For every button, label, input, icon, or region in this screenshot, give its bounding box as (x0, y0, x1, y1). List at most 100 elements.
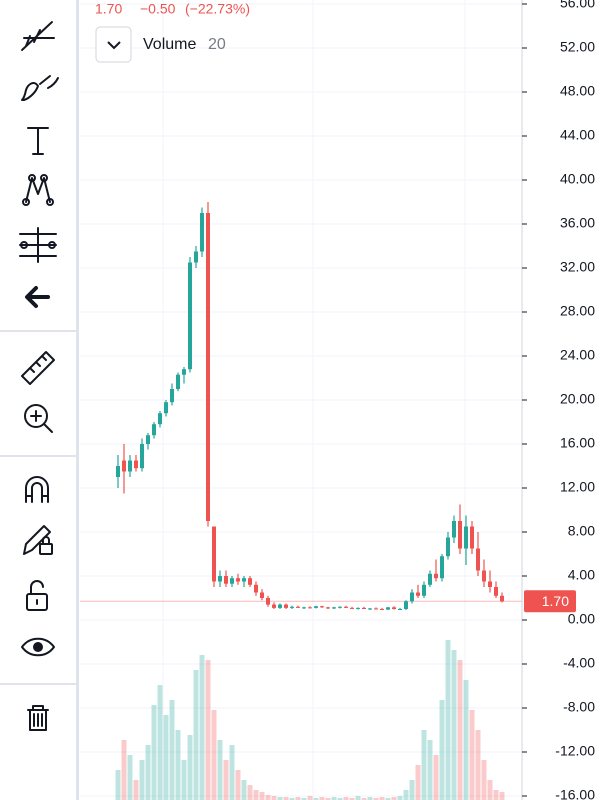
volume-bar (379, 797, 385, 800)
candle-body (284, 604, 288, 608)
y-tick-label: -12.00 (555, 743, 595, 759)
back-arrow[interactable] (25, 286, 50, 308)
y-tick-label: 28.00 (560, 303, 595, 319)
y-tick-label: 56.00 (560, 0, 595, 11)
volume-bar (355, 796, 361, 800)
candle-body (410, 592, 414, 602)
candle-body (440, 556, 444, 579)
y-tick-label: 16.00 (560, 435, 595, 451)
indicator-name: Volume (143, 36, 196, 53)
candle-body (368, 608, 372, 610)
candle-body (176, 374, 180, 389)
candle-body (362, 607, 366, 609)
volume-bar (151, 705, 157, 800)
candle-body (212, 526, 216, 582)
candle-body (350, 607, 354, 609)
volume-bar (415, 765, 421, 800)
candle-body (296, 606, 300, 608)
volume-bar (337, 798, 343, 800)
volume-bar (493, 790, 499, 800)
trend-line-tool[interactable] (21, 21, 55, 51)
legend-toggle[interactable] (95, 26, 132, 63)
volume-bar (235, 770, 241, 800)
volume-bar (433, 755, 439, 800)
zoom-tool[interactable] (24, 404, 53, 433)
y-tick-label: 48.00 (560, 83, 595, 99)
y-tick-label: -8.00 (563, 699, 595, 715)
volume-bar (169, 700, 175, 800)
visibility-tool[interactable] (21, 637, 55, 657)
volume-bar (319, 797, 325, 800)
volume-bar (463, 680, 469, 800)
volume-bar (175, 730, 181, 800)
candle-body (236, 578, 240, 582)
y-tick-label: 12.00 (560, 479, 595, 495)
volume-bar (367, 797, 373, 800)
text-tool[interactable] (27, 127, 49, 155)
last-price-tag (524, 590, 576, 613)
candle-body (434, 573, 438, 579)
volume-bar (427, 740, 433, 800)
candle-body (224, 576, 228, 584)
volume-bar (403, 790, 409, 800)
y-tick-label: 4.00 (568, 567, 595, 583)
candle-body (116, 466, 120, 477)
last-price-label: 1.70 (542, 593, 569, 609)
candle-body (326, 607, 330, 609)
volume-bar (457, 660, 463, 800)
ruler-tool[interactable] (21, 351, 55, 385)
volume-bar (289, 798, 295, 800)
candle-body (452, 521, 456, 538)
candle-body (398, 609, 402, 610)
candle-body (482, 570, 486, 582)
volume-bar (157, 685, 163, 800)
volume-bar (121, 740, 127, 800)
y-tick-label: 24.00 (560, 347, 595, 363)
candle-body (152, 424, 156, 436)
magnet-tool[interactable] (25, 476, 49, 503)
volume-bar (253, 790, 259, 800)
volume-bar (163, 715, 169, 800)
volume-bar (481, 760, 487, 800)
candle-body (230, 578, 234, 584)
candle-body (416, 592, 420, 596)
volume-bar (187, 735, 193, 800)
candle-body (494, 587, 498, 596)
volume-bar (271, 796, 277, 800)
candle-body (464, 526, 468, 549)
y-tick-label: 32.00 (560, 259, 595, 275)
candle-body (302, 607, 306, 609)
volume-bar (451, 650, 457, 800)
candle-body (422, 584, 426, 596)
candle-body (470, 526, 474, 549)
candle-body (356, 607, 360, 609)
delete-tool[interactable] (27, 705, 49, 731)
volume-bar (325, 798, 331, 800)
volume-bar (469, 710, 475, 800)
volume-bar (439, 700, 445, 800)
volume-bar (181, 760, 187, 800)
candle-body (392, 607, 396, 609)
candle-body (320, 606, 324, 608)
unlock-tool[interactable] (26, 580, 48, 611)
volume-bar (265, 795, 271, 800)
candle-body (158, 413, 162, 425)
y-tick-label: 0.00 (568, 611, 595, 627)
toolbar (0, 0, 79, 800)
candle-body (290, 606, 294, 608)
volume-bar (247, 785, 253, 800)
header-last: 1.70 (95, 1, 122, 17)
candle-body (194, 251, 198, 263)
candle-body (266, 598, 270, 605)
volume-bar (133, 780, 139, 800)
candle-body (338, 606, 342, 608)
pattern-tool[interactable] (22, 174, 54, 206)
lock-drawings[interactable] (23, 525, 53, 555)
prediction-tool[interactable] (19, 227, 57, 263)
candle-body (164, 402, 168, 414)
brush-tool[interactable] (21, 75, 59, 101)
volume-bar (217, 740, 223, 800)
chevron-icon (107, 41, 121, 50)
candle-body (248, 578, 252, 585)
candle-body (308, 607, 312, 609)
